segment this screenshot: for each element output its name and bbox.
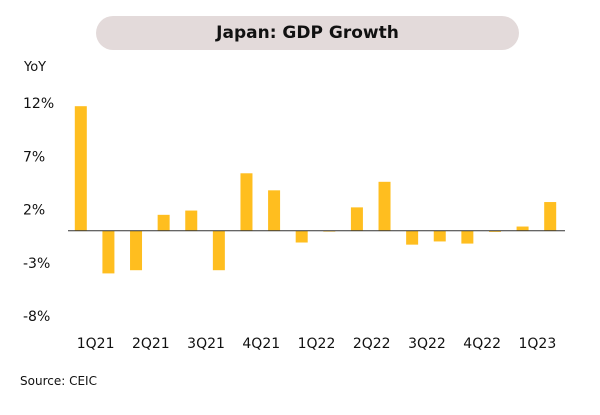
x-tick-label: 1Q22 (298, 336, 336, 352)
x-tick-label: 4Q21 (242, 336, 280, 352)
y-tick-label: 2% (23, 203, 45, 219)
x-tick-label: 1Q21 (77, 336, 115, 352)
x-tick-label: 2Q21 (132, 336, 170, 352)
bar (461, 230, 474, 244)
bar (350, 207, 363, 231)
y-tick-label: -8% (23, 309, 50, 325)
source-note: Source: CEIC (20, 374, 97, 388)
bar (378, 181, 391, 231)
x-tick-label: 2Q22 (353, 336, 391, 352)
bars (74, 106, 557, 274)
bar (74, 106, 87, 231)
bar (544, 202, 557, 231)
bar (157, 214, 170, 231)
x-tick-label: 3Q22 (408, 336, 446, 352)
bar (295, 230, 308, 243)
bar (102, 230, 115, 274)
x-tick-label: 3Q21 (187, 336, 225, 352)
bar (130, 230, 143, 271)
x-tick-label: 4Q22 (463, 336, 501, 352)
y-axis-label: YoY (24, 60, 47, 75)
bar (240, 173, 253, 231)
bar (268, 190, 281, 231)
x-tick-labels: 1Q21 2Q21 3Q21 4Q21 1Q22 2Q22 3Q22 4Q22 1Q23 (77, 336, 557, 352)
y-tick-label: -3% (23, 256, 50, 272)
chart-title: Japan: GDP Growth (96, 16, 519, 50)
bar (516, 226, 529, 231)
bar (488, 230, 501, 232)
y-tick-label: 7% (23, 149, 45, 165)
bar (433, 230, 446, 242)
y-tick-label: 12% (23, 96, 54, 112)
y-tick-labels: 12% 7% 2% -3% -8% (23, 96, 54, 325)
x-tick-label: 1Q23 (519, 336, 557, 352)
bar (406, 230, 419, 245)
bar (212, 230, 225, 271)
bar (185, 210, 198, 231)
